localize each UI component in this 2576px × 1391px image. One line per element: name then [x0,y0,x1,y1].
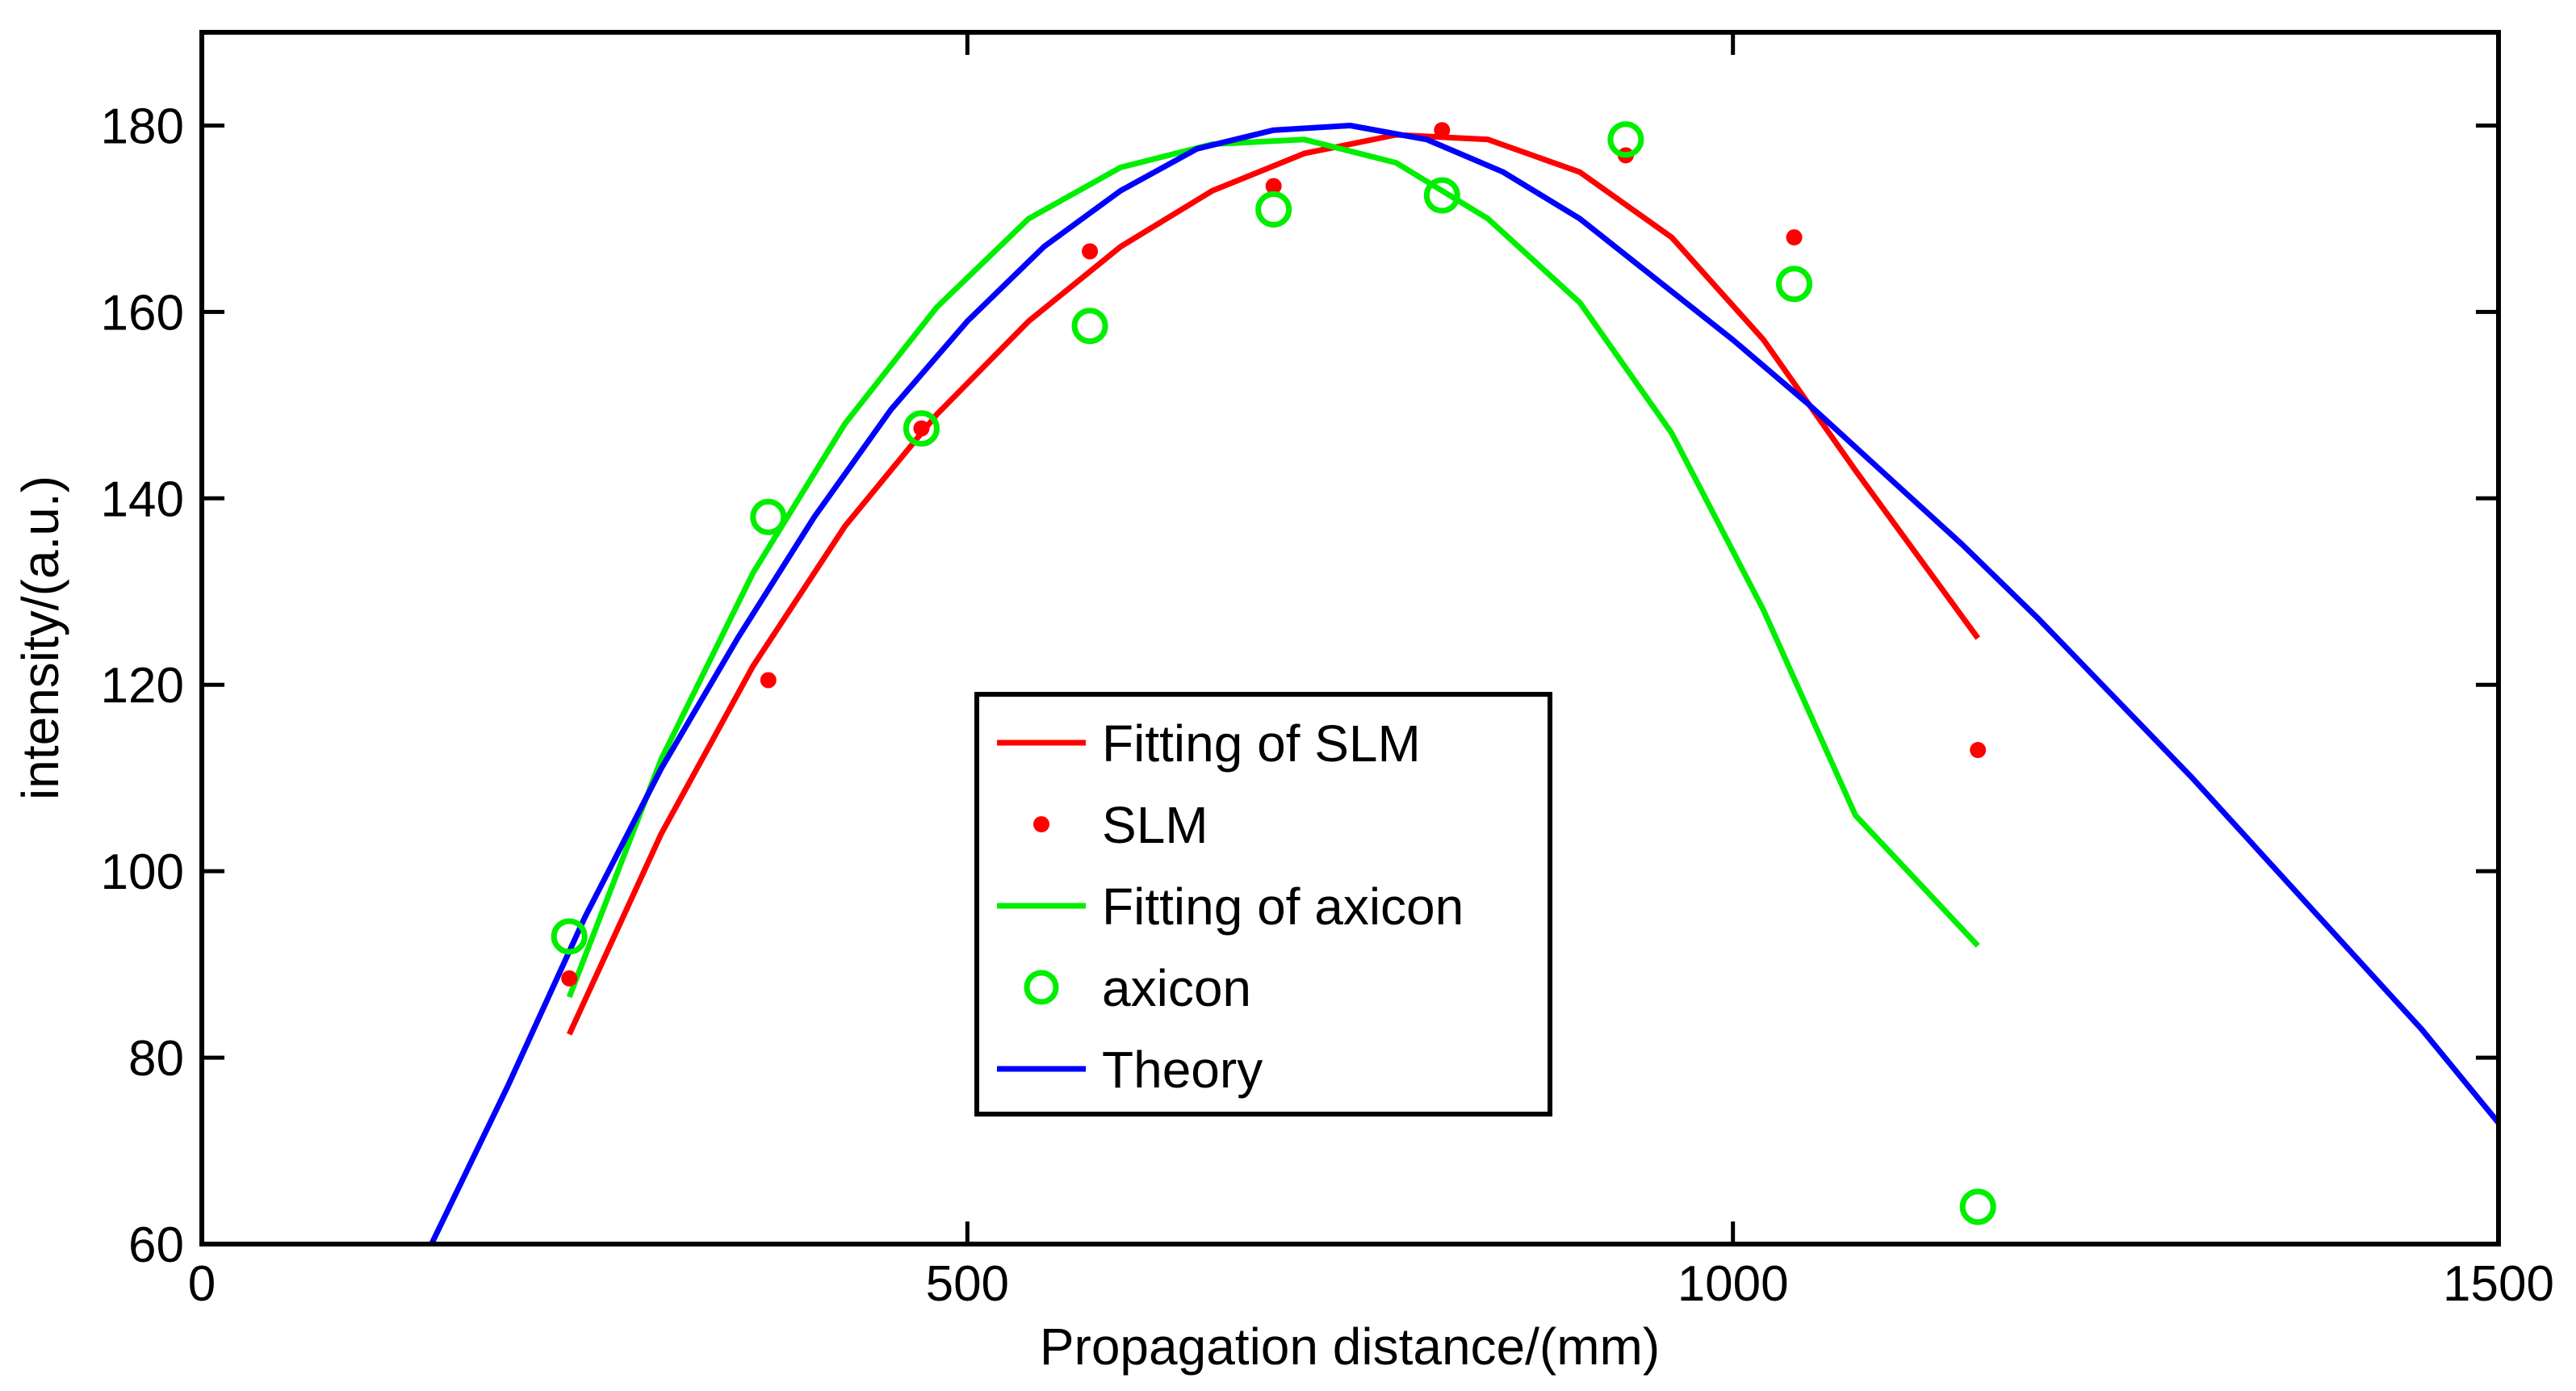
legend-label-slm: SLM [1102,796,1208,854]
legend-label-theory: Theory [1102,1041,1263,1099]
data-point-axicon [903,410,940,447]
legend: Fitting of SLM SLM Fitting of axicon axicon… [974,692,1552,1117]
plot-markers [551,121,1996,1226]
series-line-fitting-of-axicon [566,136,1980,999]
y-tick-label: 100 [101,844,184,900]
data-point-slm [1434,122,1451,139]
x-tick-label: 1000 [1678,1256,1789,1312]
data-point-axicon [1255,191,1292,228]
data-point-axicon [1959,1188,1996,1226]
y-tick-label: 160 [101,285,184,341]
y-axis-label: intensity/(a.u.) [11,476,69,800]
x-tick-label: 1500 [2443,1256,2554,1312]
data-point-slm [1265,178,1282,195]
plot-lines [429,123,2501,1246]
legend-symbol-axicon [1024,970,1059,1005]
data-point-axicon [1776,266,1813,303]
data-point-slm [760,672,777,689]
legend-label-fitting-of-slm: Fitting of SLM [1102,714,1421,773]
data-point-axicon [1607,121,1644,158]
y-axis: 60 80 100 120 140 160 180 [101,98,2499,1273]
y-tick-label: 180 [101,98,184,154]
plot-frame [199,30,2501,1246]
y-tick-label: 120 [101,658,184,714]
x-axis: 0 500 1000 1500 [188,32,2554,1312]
y-tick-label: 60 [128,1217,184,1273]
x-tick-label: 500 [926,1256,1009,1312]
data-point-axicon [1071,308,1108,345]
series-line-fitting-of-slm [567,132,1980,1036]
x-tick-label: 0 [188,1256,216,1312]
data-point-axicon [750,498,787,535]
data-point-slm [561,970,578,987]
y-tick-label: 140 [101,471,184,527]
legend-label-fitting-of-axicon: Fitting of axicon [1102,878,1464,936]
data-point-slm [913,420,930,437]
data-point-axicon [1423,177,1460,214]
series-line-theory [429,123,2501,1246]
data-point-axicon [551,918,588,955]
data-point-slm [1786,229,1803,246]
data-point-slm [1970,742,1987,759]
x-axis-label: Propagation distance/(mm) [1040,1318,1660,1376]
data-point-slm [1082,243,1099,260]
y-tick-label: 80 [128,1031,184,1087]
legend-symbol-slm [1033,816,1049,832]
legend-label-axicon: axicon [1102,959,1251,1017]
